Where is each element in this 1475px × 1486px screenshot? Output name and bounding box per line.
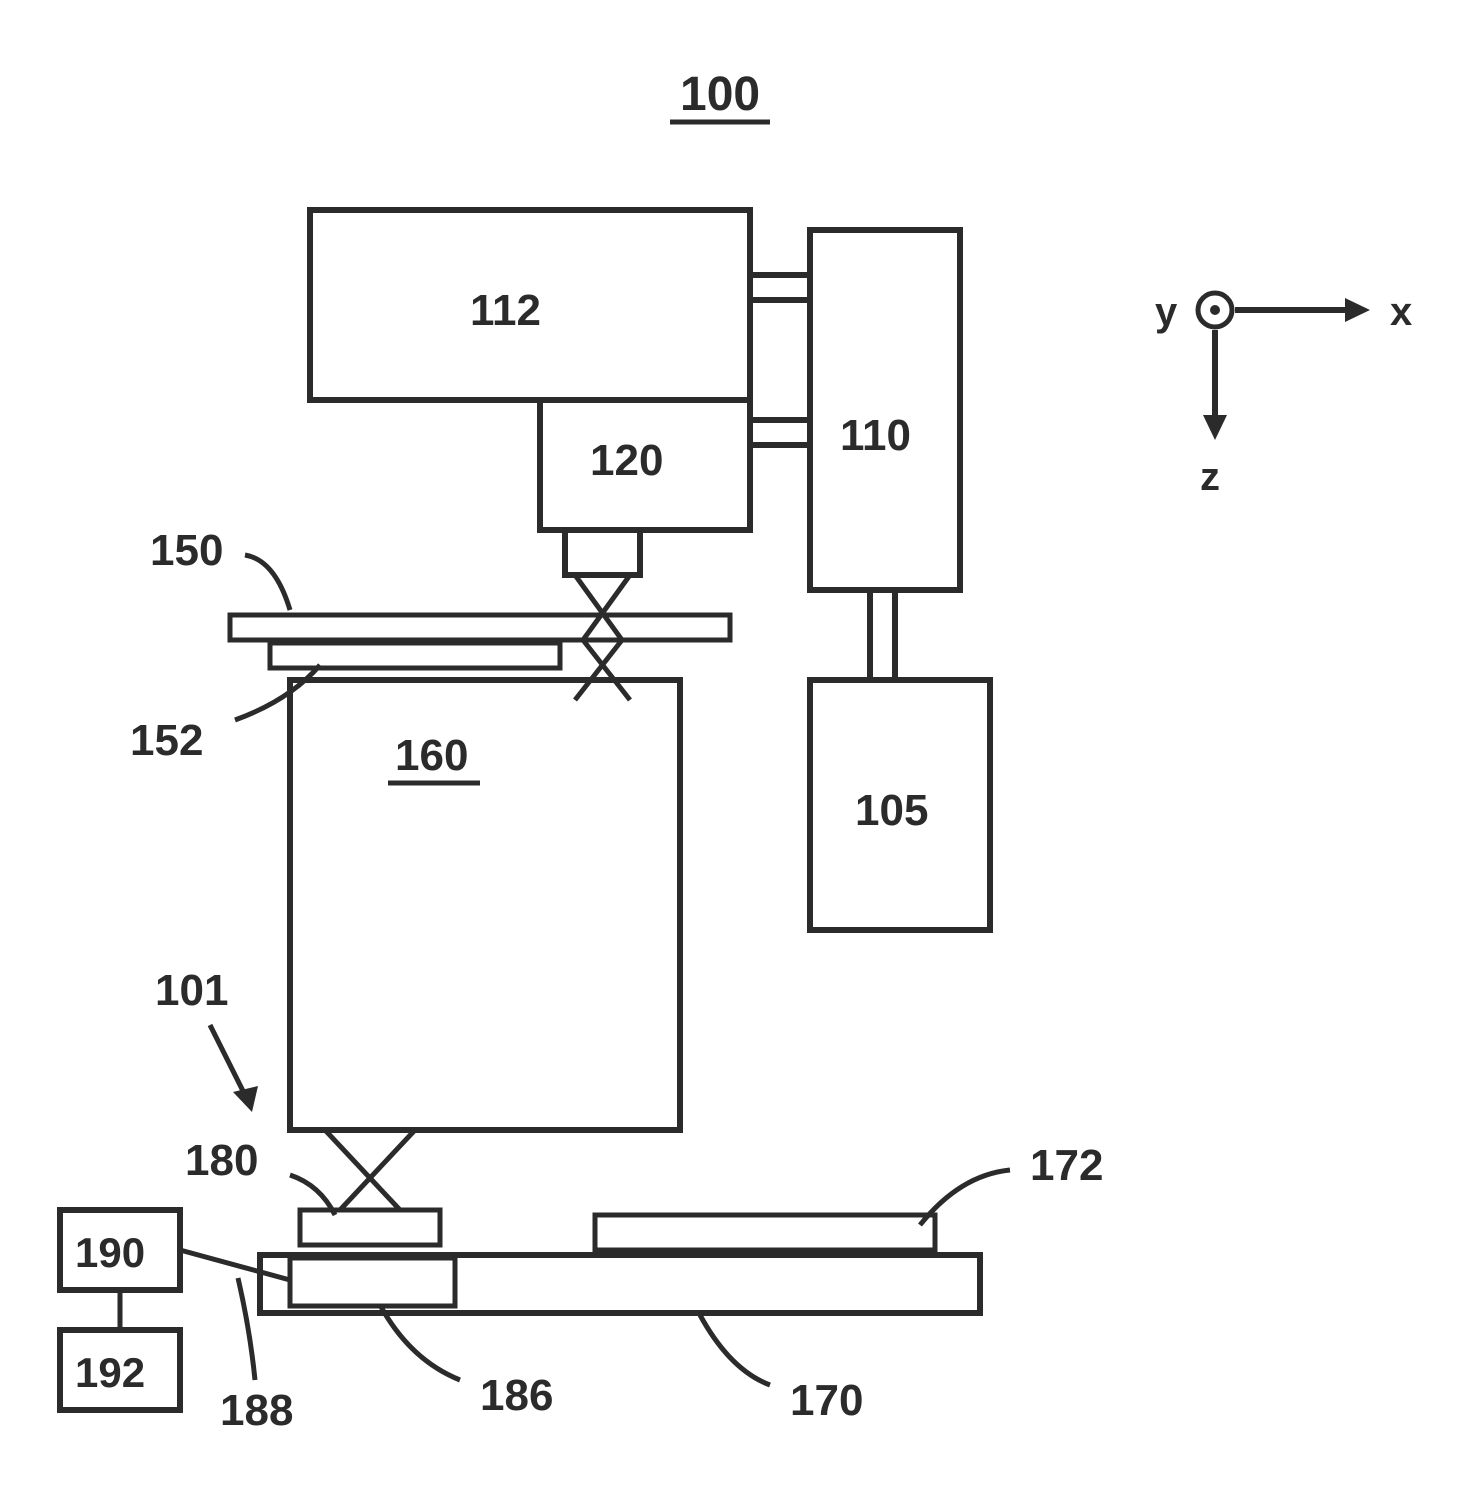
ray-160-180-b — [340, 1130, 415, 1210]
leader-180-label: 180 — [185, 1136, 258, 1185]
x-axis-arrowhead-icon — [1345, 298, 1370, 322]
axes-indicator: y x z — [1155, 290, 1412, 499]
figure-title: 100 — [680, 68, 760, 121]
bar-150 — [230, 615, 730, 640]
leader-150-label: 150 — [150, 526, 223, 575]
bar-186 — [290, 1258, 455, 1306]
ray-120-bar-a — [575, 575, 622, 640]
z-axis-arrowhead-icon — [1203, 415, 1227, 440]
leader-170-label: 170 — [790, 1376, 863, 1425]
leader-188-label: 188 — [220, 1386, 293, 1435]
bar-172 — [595, 1215, 935, 1250]
block-112-label: 112 — [470, 286, 541, 335]
block-190-label: 190 — [75, 1229, 145, 1276]
ray-bar-160-a — [583, 640, 630, 700]
block-160 — [290, 680, 680, 1130]
leader-170-line — [700, 1315, 770, 1385]
z-axis-label: z — [1200, 455, 1220, 499]
leader-101-label: 101 — [155, 966, 228, 1015]
y-axis-dot-icon — [1210, 305, 1220, 315]
leader-172-label: 172 — [1030, 1141, 1103, 1190]
block-160-label: 160 — [395, 731, 468, 780]
leader-186-line — [380, 1305, 460, 1380]
block-120 — [540, 400, 750, 575]
ray-bar-160-b — [575, 640, 622, 700]
block-105-label: 105 — [855, 786, 928, 835]
leader-101-line — [210, 1025, 245, 1095]
leader-150-line — [245, 555, 290, 610]
y-axis-label: y — [1155, 290, 1178, 334]
block-120-label: 120 — [590, 436, 663, 485]
leader-152-label: 152 — [130, 716, 203, 765]
bar-152 — [270, 643, 560, 668]
leader-186-label: 186 — [480, 1371, 553, 1420]
ray-120-bar-b — [583, 575, 630, 640]
bar-180 — [300, 1210, 440, 1245]
block-110-label: 110 — [840, 411, 911, 460]
schematic-diagram: 100 y x z 112 110 120 105 — [0, 0, 1475, 1486]
leader-188-line — [238, 1278, 255, 1380]
block-110 — [810, 230, 960, 590]
x-axis-label: x — [1390, 290, 1412, 334]
block-192-label: 192 — [75, 1349, 145, 1396]
ray-160-180-a — [325, 1130, 400, 1210]
leader-101-arrowhead-icon — [233, 1086, 258, 1112]
leader-152-line — [235, 665, 320, 720]
